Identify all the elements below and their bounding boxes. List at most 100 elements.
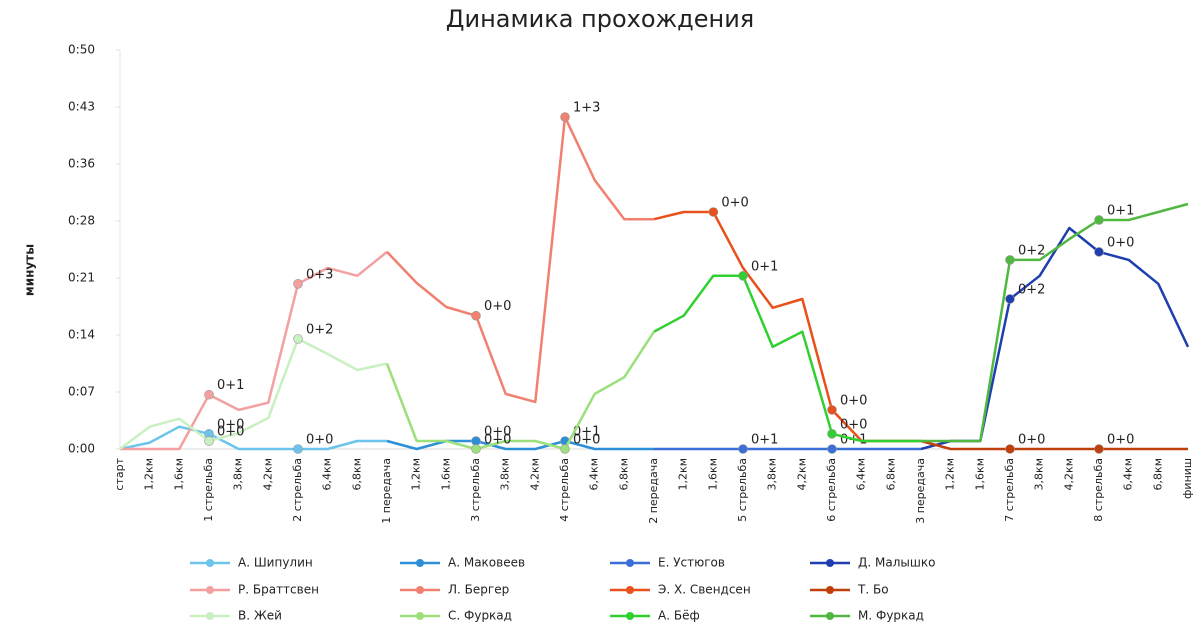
legend-label: В. Жей — [238, 609, 282, 623]
shooting-label: 0+0 — [484, 425, 511, 440]
shooting-label: 0+0 — [573, 433, 600, 448]
shooting-label: 0+0 — [1107, 235, 1134, 250]
shooting-label: 0+0 — [840, 393, 867, 408]
shooting-label: 1+3 — [573, 101, 600, 116]
x-tick-label: 3 передача — [914, 458, 927, 524]
shooting-marker — [560, 444, 570, 454]
legend-marker — [826, 559, 834, 567]
shooting-label: 0+1 — [217, 378, 244, 393]
x-tick-label: 1,6км — [439, 458, 452, 490]
shooting-label: 0+0 — [306, 433, 333, 448]
y-tick-label: 0:21 — [68, 270, 95, 284]
shooting-label: 0+3 — [306, 267, 333, 282]
legend-marker — [826, 586, 834, 594]
shooting-marker — [1094, 215, 1104, 225]
legend-marker — [206, 612, 214, 620]
x-tick-label: 6,8км — [1151, 458, 1164, 490]
x-tick-label: 3,8км — [232, 458, 245, 490]
x-tick-label: 6,8км — [350, 458, 363, 490]
y-tick-label: 0:00 — [68, 442, 95, 456]
x-tick-label: 2 передача — [647, 458, 660, 524]
x-tick-label: 2 стрельба — [291, 458, 304, 522]
series-line — [120, 250, 388, 451]
shooting-marker — [708, 207, 719, 217]
legend-label: А. Бёф — [658, 609, 700, 623]
shooting-marker — [1005, 444, 1015, 454]
x-tick-label: 4,2км — [261, 458, 274, 490]
legend-label: Д. Малышко — [858, 556, 935, 570]
x-tick-label: 4,2км — [528, 458, 541, 490]
legend-label: М. Фуркад — [858, 609, 924, 623]
series-line — [920, 226, 1190, 451]
series-line — [386, 115, 654, 404]
shooting-marker — [738, 444, 748, 454]
x-tick-label: 1,6км — [706, 458, 719, 490]
shooting-label: 0+2 — [1018, 243, 1045, 258]
x-tick-label: 7 стрельба — [1003, 458, 1016, 522]
x-tick-label: 6,4км — [588, 458, 601, 490]
series-line — [653, 210, 921, 443]
x-tick-label: старт — [113, 457, 126, 490]
x-tick-label: 5 стрельба — [736, 458, 749, 522]
series-line — [386, 439, 654, 451]
x-tick-label: 6,8км — [617, 458, 630, 490]
legend-label: Т. Бо — [857, 583, 889, 597]
x-tick-label: 4,2км — [795, 458, 808, 490]
x-tick-label: финиш — [1181, 458, 1194, 499]
shooting-label: 0+2 — [1018, 282, 1045, 297]
legend-label: Р. Браттсвен — [238, 583, 319, 597]
shooting-label: 0+0 — [484, 433, 511, 448]
legend-marker — [626, 586, 634, 594]
shooting-label: 0+0 — [484, 299, 511, 314]
series-line — [119, 425, 387, 451]
x-tick-label: 3 стрельба — [469, 458, 482, 522]
shooting-marker — [827, 405, 837, 415]
shooting-label: 0+0 — [217, 417, 244, 432]
shooting-marker — [204, 436, 214, 446]
shooting-label: 0+0 — [217, 425, 244, 440]
series-line — [653, 274, 921, 443]
legend-label: А. Шипулин — [238, 556, 313, 570]
x-tick-label: 1,2км — [677, 458, 690, 490]
shooting-label: 0+2 — [306, 322, 333, 337]
legend-label: Л. Бергер — [448, 583, 509, 597]
shooting-marker — [471, 310, 481, 321]
shooting-label: 0+0 — [840, 417, 867, 432]
legend-label: А. Маковеев — [448, 556, 525, 570]
shooting-marker — [827, 429, 837, 439]
x-tick-label: 6 стрельба — [825, 458, 838, 522]
legend-label: Э. Х. Свендсен — [658, 583, 751, 597]
legend-marker — [416, 612, 424, 620]
shooting-marker — [560, 112, 570, 122]
shooting-label: 0+1 — [1107, 203, 1134, 218]
y-tick-label: 0:14 — [68, 327, 95, 341]
y-tick-label: 0:07 — [68, 385, 95, 399]
shooting-label: 0+1 — [573, 425, 600, 440]
chart-title: Динамика прохождения — [446, 5, 754, 33]
x-tick-label: 8 стрельба — [1092, 458, 1105, 522]
shooting-marker — [293, 444, 303, 454]
y-tick-label: 0:43 — [68, 99, 95, 113]
x-tick-label: 1 стрельба — [202, 458, 215, 522]
shooting-label: 0+0 — [721, 195, 748, 210]
y-tick-label: 0:36 — [68, 157, 95, 171]
y-tick-label: 0:50 — [68, 43, 95, 57]
x-tick-label: 1,6км — [172, 458, 185, 490]
x-tick-label: 6,8км — [884, 458, 897, 490]
legend-marker — [416, 586, 424, 594]
x-tick-label: 3,8км — [766, 458, 779, 490]
x-tick-label: 4 стрельба — [558, 458, 571, 522]
series-line — [385, 331, 656, 451]
y-tick-label: 0:28 — [68, 214, 95, 228]
legend-marker — [826, 612, 834, 620]
shooting-marker — [293, 279, 303, 289]
shooting-marker — [293, 334, 303, 344]
legend-marker — [626, 612, 634, 620]
series-line — [119, 337, 388, 450]
shooting-marker — [204, 389, 214, 400]
x-tick-label: 1,2км — [143, 458, 156, 490]
x-tick-label: 4,2км — [1062, 458, 1075, 490]
legend-marker — [416, 559, 424, 567]
legend-label: С. Фуркад — [448, 609, 512, 623]
